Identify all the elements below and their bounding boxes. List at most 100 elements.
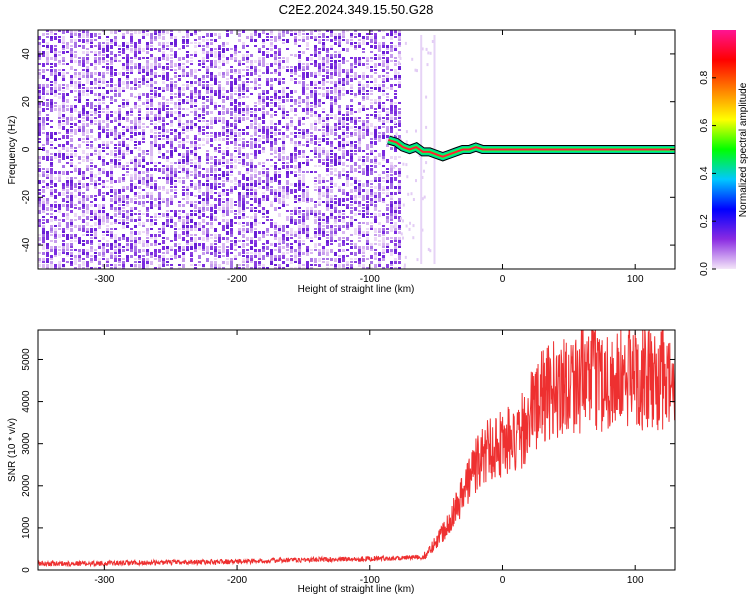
heatmap-cell — [218, 168, 221, 171]
heatmap-cell — [330, 153, 333, 155]
heatmap-cell — [214, 39, 217, 42]
heatmap-cell — [390, 249, 393, 253]
heatmap-cell — [154, 90, 157, 93]
heatmap-cell — [218, 132, 221, 136]
heatmap-cell — [270, 147, 273, 151]
heatmap-cell — [82, 33, 85, 37]
heatmap-cell — [338, 111, 341, 115]
heatmap-cell — [194, 171, 197, 175]
heatmap-cell — [250, 216, 253, 219]
heatmap-cell — [346, 75, 349, 78]
heatmap-cell — [134, 54, 137, 57]
heatmap-cell — [94, 186, 97, 189]
heatmap-cell — [230, 93, 233, 97]
heatmap-cell — [42, 93, 45, 95]
heatmap-cell — [222, 75, 225, 78]
heatmap-cell — [150, 72, 153, 75]
heatmap-cell — [282, 57, 285, 59]
heatmap-cell — [274, 99, 277, 101]
heatmap-cell — [222, 198, 225, 200]
heatmap-cell — [306, 42, 309, 46]
heatmap-cell — [238, 162, 241, 164]
heatmap-cell — [90, 159, 93, 161]
heatmap-cell — [326, 72, 329, 74]
heatmap-cell — [266, 198, 269, 201]
heatmap-cell — [370, 189, 373, 192]
heatmap-cell — [330, 171, 333, 175]
heatmap-cell — [166, 192, 169, 194]
heatmap-cell — [394, 102, 397, 104]
heatmap-cell — [162, 213, 165, 217]
heatmap-cell — [242, 132, 245, 135]
heatmap-cell — [166, 180, 169, 184]
heatmap-cell — [106, 66, 109, 70]
heatmap-cell — [202, 213, 205, 217]
heatmap-cell — [230, 258, 233, 261]
heatmap-cell — [198, 186, 201, 189]
heatmap-cell — [421, 47, 424, 51]
heatmap-cell — [230, 222, 233, 226]
heatmap-cell — [190, 72, 193, 75]
heatmap-cell — [134, 267, 137, 269]
heatmap-cell — [206, 159, 209, 161]
heatmap-cell — [290, 234, 293, 236]
heatmap-cell — [150, 219, 153, 222]
heatmap-cell — [182, 264, 185, 268]
heatmap-cell — [58, 114, 61, 118]
heatmap-cell — [226, 255, 229, 257]
heatmap-cell — [354, 180, 357, 184]
heatmap-cell — [90, 123, 93, 125]
heatmap-cell — [226, 177, 229, 180]
heatmap-cell — [342, 48, 345, 51]
heatmap-cell — [334, 198, 337, 200]
heatmap-cell — [126, 216, 129, 219]
heatmap-cell — [94, 117, 97, 119]
heatmap-cell — [62, 231, 65, 233]
heatmap-cell — [398, 231, 401, 234]
heatmap-cell — [350, 207, 353, 209]
heatmap-cell — [338, 204, 341, 206]
heatmap-cell — [58, 30, 61, 32]
heatmap-cell — [146, 78, 149, 81]
heatmap-cell — [126, 84, 129, 88]
heatmap-cell — [118, 207, 121, 211]
heatmap-cell — [338, 225, 341, 228]
heatmap-cell — [294, 135, 297, 138]
heatmap-cell — [218, 204, 221, 206]
heatmap-cell — [134, 141, 137, 143]
heatmap-cell — [286, 258, 289, 261]
heatmap-cell — [302, 72, 305, 75]
heatmap-cell — [282, 117, 285, 119]
heatmap-cell — [106, 39, 109, 41]
heatmap-cell — [174, 255, 177, 259]
heatmap-cell — [186, 150, 189, 154]
heatmap-cell — [238, 132, 241, 135]
heatmap-cell — [190, 33, 193, 36]
heatmap-cell — [350, 216, 353, 220]
heatmap-cell — [146, 186, 149, 188]
heatmap-cell — [294, 66, 297, 70]
heatmap-cell — [142, 117, 145, 119]
heatmap-cell — [246, 258, 249, 261]
heatmap-cell — [294, 249, 297, 253]
heatmap-cell — [314, 114, 317, 117]
heatmap-cell — [78, 84, 81, 87]
heatmap-cell — [294, 153, 297, 157]
heatmap-cell — [326, 222, 329, 224]
heatmap-cell — [346, 165, 349, 167]
heatmap-cell — [198, 183, 201, 186]
heatmap-cell — [266, 135, 269, 139]
heatmap-cell — [286, 99, 289, 102]
heatmap-cell — [38, 117, 41, 121]
heatmap-cell — [42, 201, 45, 205]
heatmap-cell — [94, 78, 97, 82]
heatmap-cell — [398, 192, 401, 194]
heatmap-cell — [326, 96, 329, 99]
heatmap-cell — [186, 99, 189, 102]
heatmap-cell — [318, 252, 321, 256]
heatmap-cell — [330, 201, 333, 203]
heatmap-cell — [254, 60, 257, 63]
heatmap-cell — [150, 168, 153, 171]
heatmap-cell — [330, 210, 333, 213]
heatmap-cell — [138, 132, 141, 135]
